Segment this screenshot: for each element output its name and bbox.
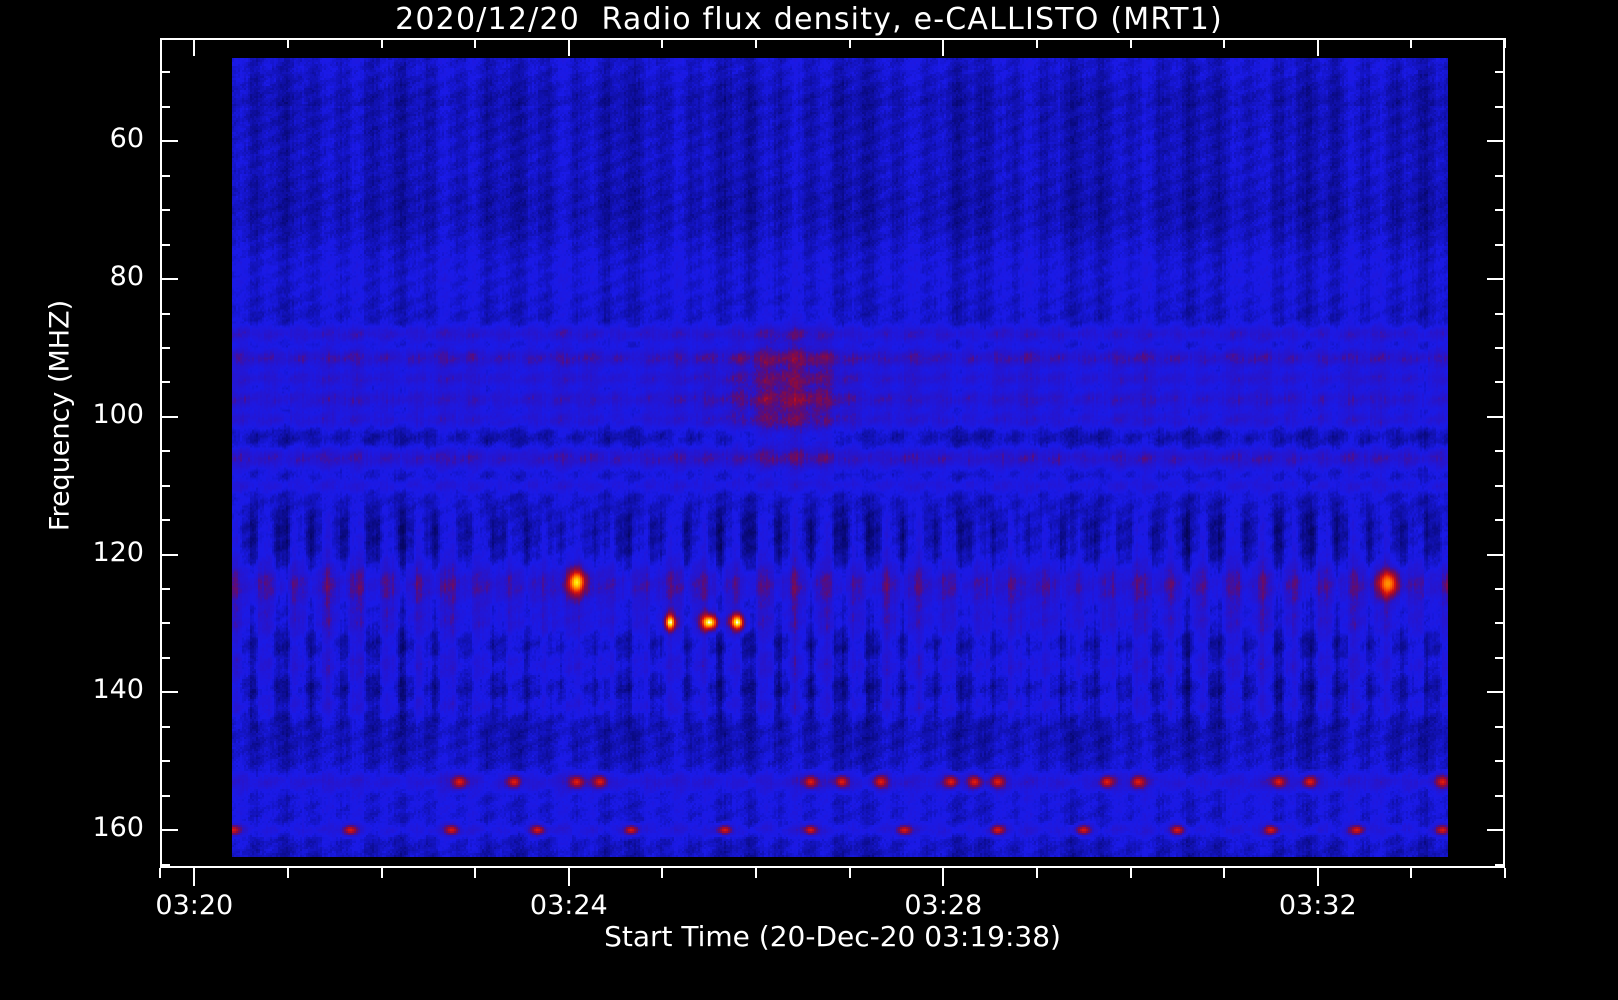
y-minor-tick (160, 175, 170, 177)
x-tick-label: 03:24 (529, 890, 608, 921)
y-tick-label: 120 (92, 536, 144, 568)
y-major-tick (160, 691, 178, 693)
x-minor-tick-top (1223, 38, 1225, 48)
y-tick-label: 140 (92, 674, 144, 706)
x-minor-tick-top (1130, 38, 1132, 48)
y-minor-tick-right (1495, 244, 1505, 246)
y-minor-tick (160, 622, 170, 624)
x-minor-tick-top (755, 38, 757, 48)
y-minor-tick (160, 209, 170, 211)
y-minor-tick (160, 244, 170, 246)
y-minor-tick-right (1495, 726, 1505, 728)
x-minor-tick-top (1036, 38, 1038, 48)
y-minor-tick (160, 657, 170, 659)
x-minor-tick (755, 868, 757, 878)
y-minor-tick-right (1495, 795, 1505, 797)
plot-axes-frame (160, 38, 1505, 868)
y-major-tick (160, 554, 178, 556)
y-tick-label: 80 (109, 261, 144, 293)
x-major-tick (568, 868, 570, 886)
y-minor-tick-right (1495, 864, 1505, 866)
y-minor-tick-right (1495, 485, 1505, 487)
y-minor-tick-right (1495, 347, 1505, 349)
spectrogram-image (232, 58, 1448, 857)
y-minor-tick (160, 588, 170, 590)
x-minor-tick-top (661, 38, 663, 48)
y-minor-tick (160, 726, 170, 728)
y-minor-tick-right (1495, 588, 1505, 590)
x-minor-tick (1223, 868, 1225, 878)
y-minor-tick (160, 347, 170, 349)
y-major-tick (160, 278, 178, 280)
y-minor-tick-right (1495, 519, 1505, 521)
y-major-tick-right (1487, 829, 1505, 831)
x-minor-tick-top (474, 38, 476, 48)
x-minor-tick (849, 868, 851, 878)
y-minor-tick-right (1495, 622, 1505, 624)
y-minor-tick-right (1495, 450, 1505, 452)
x-major-tick (942, 868, 944, 886)
y-major-tick (160, 140, 178, 142)
x-tick-label: 03:32 (1278, 890, 1357, 921)
spectrogram-canvas (232, 58, 1448, 857)
y-minor-tick (160, 313, 170, 315)
x-minor-tick-top (1410, 38, 1412, 48)
y-minor-tick (160, 450, 170, 452)
x-minor-tick (1036, 868, 1038, 878)
x-minor-tick (661, 868, 663, 878)
x-major-tick-top (193, 38, 195, 56)
x-major-tick (193, 868, 195, 886)
y-minor-tick (160, 760, 170, 762)
y-minor-tick-right (1495, 381, 1505, 383)
y-major-tick-right (1487, 140, 1505, 142)
y-minor-tick-right (1495, 175, 1505, 177)
y-major-tick-right (1487, 278, 1505, 280)
y-minor-tick-right (1495, 657, 1505, 659)
y-major-tick-right (1487, 691, 1505, 693)
y-minor-tick (160, 519, 170, 521)
x-major-tick (1317, 868, 1319, 886)
x-minor-tick-top (849, 38, 851, 48)
x-tick-label: 03:28 (904, 890, 983, 921)
x-minor-tick (1410, 868, 1412, 878)
y-minor-tick-right (1495, 209, 1505, 211)
y-tick-label: 160 (92, 812, 144, 844)
x-minor-tick (474, 868, 476, 878)
y-tick-label: 60 (109, 123, 144, 155)
y-axis-title: Frequency (MHZ) (44, 299, 76, 532)
y-minor-tick (160, 381, 170, 383)
y-minor-tick-right (1495, 106, 1505, 108)
y-minor-tick (160, 71, 170, 73)
y-minor-tick (160, 795, 170, 797)
x-axis-title: Start Time (20-Dec-20 03:19:38) (604, 920, 1061, 953)
x-minor-tick-top (1504, 38, 1506, 48)
y-major-tick-right (1487, 416, 1505, 418)
x-minor-tick (287, 868, 289, 878)
y-minor-tick (160, 485, 170, 487)
y-minor-tick (160, 864, 170, 866)
x-axis-origin-tick (159, 868, 161, 878)
y-major-tick (160, 416, 178, 418)
x-minor-tick-top (381, 38, 383, 48)
y-minor-tick-right (1495, 760, 1505, 762)
x-major-tick-top (942, 38, 944, 56)
y-major-tick (160, 829, 178, 831)
x-minor-tick (1504, 868, 1506, 878)
x-minor-tick (1130, 868, 1132, 878)
y-major-tick-right (1487, 554, 1505, 556)
x-major-tick-top (1317, 38, 1319, 56)
y-minor-tick-right (1495, 313, 1505, 315)
page-title: 2020/12/20 Radio flux density, e-CALLIST… (395, 2, 1223, 37)
y-tick-label: 100 (92, 398, 144, 430)
y-minor-tick (160, 106, 170, 108)
x-tick-label: 03:20 (155, 890, 234, 921)
x-minor-tick (381, 868, 383, 878)
y-minor-tick-right (1495, 71, 1505, 73)
x-major-tick-top (568, 38, 570, 56)
x-minor-tick-top (287, 38, 289, 48)
